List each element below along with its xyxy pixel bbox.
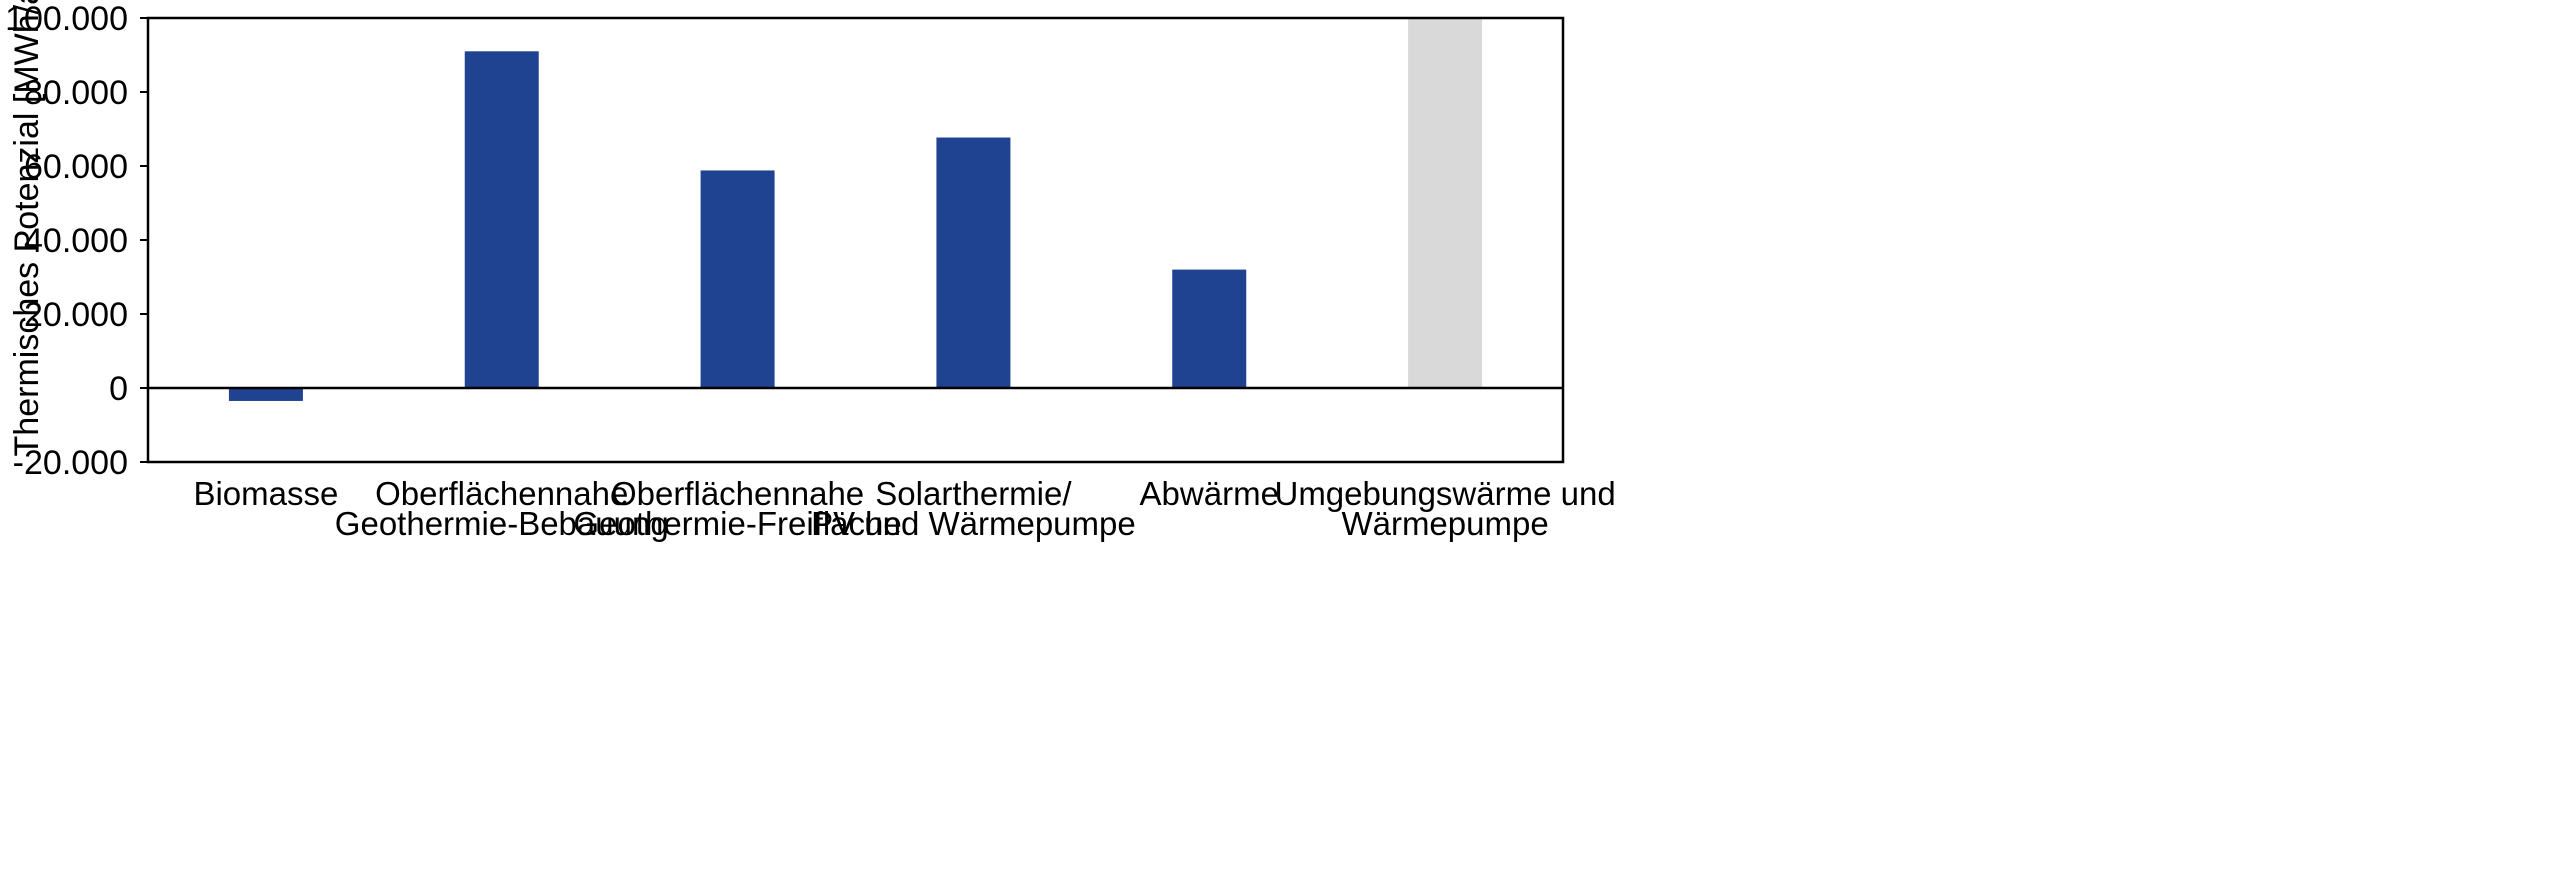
bars (228, 18, 1483, 401)
y-tick-label: 20.000 (24, 296, 128, 334)
x-axis-category-labels: Biomasse OberflächennaheGeothermie-Bebauu… (193, 475, 1615, 542)
bar (700, 170, 775, 388)
y-tick-label: 100.000 (5, 0, 128, 38)
bar (1408, 18, 1483, 388)
y-tick-label: -20.000 (13, 444, 128, 482)
x-category-label: Wärmepumpe (1341, 505, 1548, 542)
x-category-label: Biomasse (193, 475, 338, 512)
x-category-label: Oberflächennahe (375, 475, 628, 512)
x-category-label: PV und Wärmepumpe (811, 505, 1136, 542)
bar (1172, 269, 1247, 388)
x-category-label: Abwärme (1140, 475, 1279, 512)
plot-area-frame (146, 16, 1565, 464)
y-axis-title: Thermisches Potenzial [MWh/a] (8, 0, 46, 456)
bar (228, 388, 303, 401)
x-category-label: Oberflächennahe (611, 475, 864, 512)
x-category-label: Geothermie-Bebauung (335, 505, 669, 542)
bar (936, 137, 1011, 388)
x-category-label: Umgebungswärme und (1274, 475, 1615, 512)
y-axis-ticks: -20.000 0 20.000 40.000 60.000 80.000 100.000 (5, 0, 148, 482)
y-tick-label: 60.000 (24, 148, 128, 186)
x-category-label: Geothermie-Freifläche (573, 505, 901, 542)
y-tick-label: 80.000 (24, 74, 128, 112)
y-tick-label: 0 (109, 370, 128, 408)
y-tick-label: 40.000 (24, 222, 128, 260)
bar (464, 51, 539, 389)
x-category-label: Solarthermie/ (875, 475, 1072, 512)
